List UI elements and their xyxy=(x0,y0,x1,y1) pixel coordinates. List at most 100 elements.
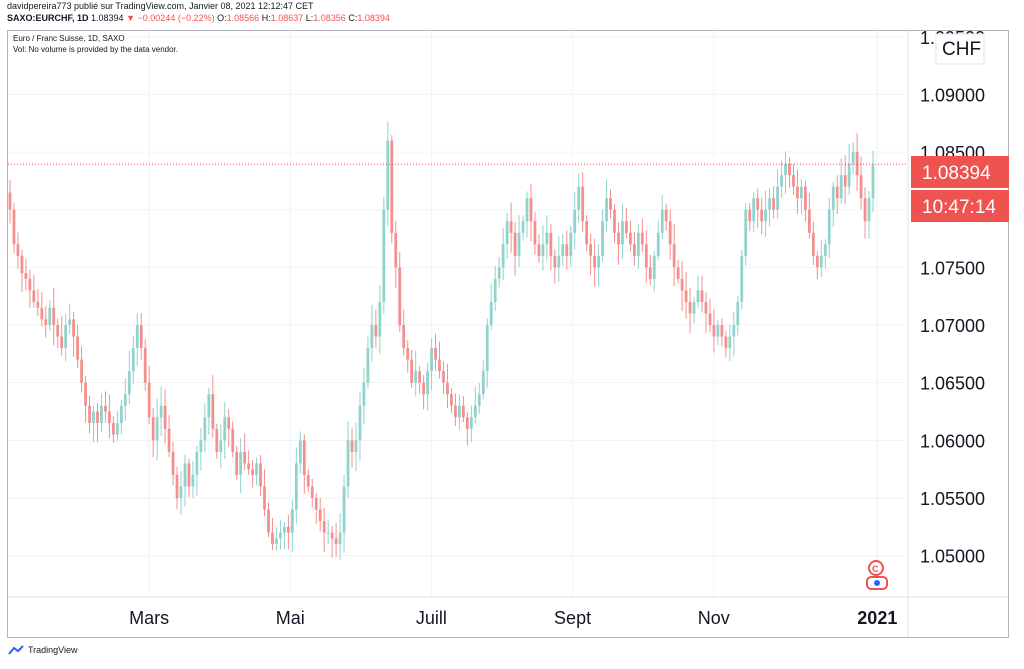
candle-body xyxy=(410,359,414,383)
candle-body xyxy=(871,164,875,199)
candle-body xyxy=(362,382,366,406)
candle-body xyxy=(247,463,251,470)
candle-body xyxy=(286,526,290,533)
time-tick-label: Sept xyxy=(554,608,591,628)
candle-body xyxy=(163,405,167,429)
candle-body xyxy=(290,509,294,533)
candle-body xyxy=(48,307,52,326)
candle-body xyxy=(768,198,771,210)
low-value: 1.08356 xyxy=(313,13,346,23)
candle-body xyxy=(398,267,402,326)
candle-body xyxy=(374,325,378,337)
candle-body xyxy=(525,198,529,222)
candle-body xyxy=(529,198,533,222)
candle-body xyxy=(414,371,418,383)
candle-body xyxy=(314,497,318,510)
candle-body xyxy=(708,313,712,326)
symbol-ohlc-line: SAXO:EURCHF, 1D 1.08394 ▼ −0.00244 (−0.2… xyxy=(7,13,390,23)
candle-body xyxy=(112,423,115,435)
last-price-badge-bg xyxy=(911,156,1009,188)
candle-body xyxy=(338,532,342,545)
earnings-flag-icon[interactable] xyxy=(868,560,884,576)
time-axis[interactable]: Mars Mai Juill Sept Nov 2021 xyxy=(129,608,897,628)
candle-body xyxy=(807,209,811,233)
volume-note: Vol: No volume is provided by the data v… xyxy=(13,45,178,54)
candle-body xyxy=(485,325,489,372)
candle-body xyxy=(800,186,803,199)
candle-body xyxy=(402,325,406,349)
candle-body xyxy=(279,532,282,539)
candle-body xyxy=(577,186,581,210)
candle-body xyxy=(696,290,700,302)
candle-body xyxy=(863,198,867,222)
candle-body xyxy=(139,325,143,349)
candle-body xyxy=(621,221,624,245)
candles xyxy=(8,121,875,560)
price-tick-label: 1.06000 xyxy=(920,431,985,451)
close-label: C: xyxy=(348,13,358,23)
candle-body xyxy=(565,244,569,256)
candle-body xyxy=(100,405,103,424)
candle-body xyxy=(255,463,258,475)
last-price-badge-text: 1.08394 xyxy=(922,163,991,184)
chart-frame xyxy=(7,30,1009,638)
candle-body xyxy=(211,394,215,429)
candle-body xyxy=(239,451,243,475)
candle-body xyxy=(36,301,40,308)
candle-body xyxy=(720,325,724,337)
price-axis[interactable]: 1.05000 1.05500 1.06000 1.06500 1.07000 1.075… xyxy=(920,28,985,567)
candle-body xyxy=(390,140,394,233)
candle-body xyxy=(450,394,453,406)
footer-brand: TradingView xyxy=(28,645,78,655)
candle-body xyxy=(442,371,445,383)
footer[interactable]: TradingView xyxy=(8,645,78,655)
candle-body xyxy=(815,255,819,268)
event-flags[interactable]: C xyxy=(866,560,888,590)
candle-body xyxy=(235,451,239,475)
candle-body xyxy=(382,209,386,302)
candle-body xyxy=(135,325,139,349)
candle-body xyxy=(752,198,756,222)
publisher-line: davidpereira773 publié sur TradingView.c… xyxy=(7,1,314,11)
candle-body xyxy=(426,371,429,395)
candle-body xyxy=(497,267,501,279)
pane-title: Euro / Franc Suisse, 1D, SAXO xyxy=(13,34,125,43)
candle-body xyxy=(123,394,127,406)
candle-body xyxy=(792,175,795,187)
candle-body xyxy=(88,405,91,424)
candle-body xyxy=(167,428,171,452)
candle-body xyxy=(553,255,557,268)
candle-body xyxy=(521,221,525,233)
candle-body xyxy=(171,451,175,475)
candle-body xyxy=(672,244,676,268)
candle-body xyxy=(28,278,32,291)
candle-body xyxy=(505,221,509,245)
candle-body xyxy=(597,255,600,268)
candle-body xyxy=(513,232,517,256)
candle-body xyxy=(477,394,481,406)
time-tick-label: Mars xyxy=(129,608,169,628)
candle-body xyxy=(131,348,135,372)
candle-body xyxy=(776,186,779,210)
candle-body xyxy=(827,209,831,245)
price-tick-label: 1.07000 xyxy=(920,316,985,336)
countdown-badge-bg xyxy=(911,190,1009,222)
grid-lines xyxy=(8,31,907,596)
countdown-text: 10:47:14 xyxy=(922,197,996,218)
price-tick-label: 1.05000 xyxy=(920,547,985,567)
low-label: L: xyxy=(305,13,314,23)
currency-label: CHF xyxy=(942,39,981,60)
candle-body xyxy=(581,186,585,222)
candle-body xyxy=(127,371,131,395)
candle-body xyxy=(44,319,48,326)
candle-body xyxy=(716,325,720,337)
candle-body xyxy=(147,382,151,418)
candle-body xyxy=(656,232,660,256)
time-tick-label: Nov xyxy=(698,608,730,628)
candle-body xyxy=(489,301,493,326)
candle-body xyxy=(56,325,60,337)
currency-label-box[interactable]: CHF xyxy=(935,33,985,65)
candle-body xyxy=(700,290,704,302)
candle-body xyxy=(545,232,549,245)
